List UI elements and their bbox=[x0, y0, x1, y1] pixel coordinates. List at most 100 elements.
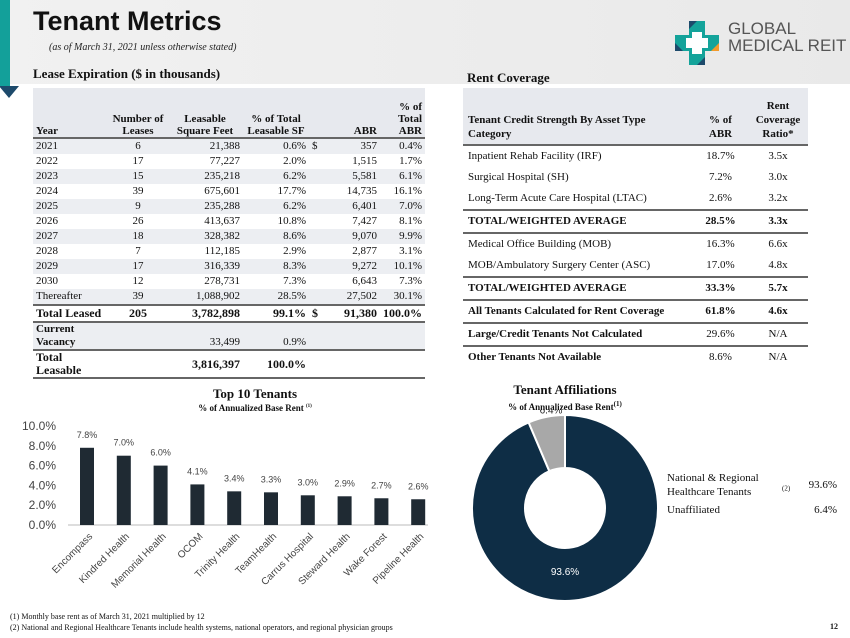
bar bbox=[116, 455, 131, 525]
table-row: 2024 39 675,601 17.7% 14,735 16.1% bbox=[33, 184, 425, 199]
col-category: Tenant Credit Strength By Asset Type Cat… bbox=[463, 88, 693, 145]
table-row: Total Leasable 3,816,397 100.0% bbox=[33, 349, 425, 379]
table-cell bbox=[309, 349, 323, 379]
table-cell: 2,877 bbox=[352, 245, 377, 257]
data-label: 7.8% bbox=[77, 430, 98, 440]
table-cell: 2023 bbox=[33, 169, 109, 184]
table-cell: 6,401 bbox=[323, 199, 380, 214]
table-cell bbox=[323, 322, 380, 350]
table-cell: 316,339 bbox=[167, 259, 243, 274]
table-cell: 5.7x bbox=[748, 276, 808, 301]
footnote-1: (1) Monthly base rent as of March 31, 20… bbox=[10, 612, 205, 621]
table-cell: 99.1% bbox=[243, 304, 309, 323]
table-cell: 7.3% bbox=[399, 275, 422, 287]
table-cell: 39 bbox=[132, 185, 144, 197]
col-leases: Number of Leases bbox=[109, 88, 167, 138]
table-cell: 7.2% bbox=[709, 171, 732, 183]
table-cell: 12 bbox=[132, 275, 144, 287]
table-cell bbox=[309, 214, 323, 229]
table-row: TOTAL/WEIGHTED AVERAGE 28.5% 3.3x bbox=[463, 209, 808, 234]
table-cell: 7.0% bbox=[380, 199, 425, 214]
bar bbox=[153, 465, 168, 525]
rent-section-title: Rent Coverage bbox=[467, 70, 550, 85]
table-cell: 6 bbox=[109, 138, 167, 154]
page-title: Tenant Metrics bbox=[33, 6, 222, 36]
table-cell: 6,643 bbox=[352, 275, 377, 287]
table-cell bbox=[380, 349, 425, 379]
table-cell: 10.8% bbox=[277, 215, 306, 227]
table-cell: 278,731 bbox=[204, 275, 240, 287]
bar bbox=[337, 496, 352, 525]
table-cell: 30.1% bbox=[380, 289, 425, 305]
table-cell bbox=[323, 349, 380, 379]
bar-chart-subtitle: % of Annualized Base Rent (1) bbox=[198, 403, 312, 413]
legend-unaffiliated: Unaffiliated 6.4% bbox=[667, 504, 837, 516]
table-cell: Current Vacancy bbox=[33, 322, 109, 350]
table-cell: Long-Term Acute Care Hospital (LTAC) bbox=[468, 192, 647, 204]
data-label: 2.7% bbox=[371, 480, 392, 490]
table-cell: N/A bbox=[748, 323, 808, 347]
table-cell bbox=[309, 259, 323, 274]
table-cell: MOB/Ambulatory Surgery Center (ASC) bbox=[468, 259, 651, 271]
table-row: 2023 15 235,218 6.2% 5,581 6.1% bbox=[33, 169, 425, 184]
table-cell: 9,070 bbox=[323, 229, 380, 244]
table-cell: 413,637 bbox=[204, 215, 240, 227]
y-tick-label: 4.0% bbox=[29, 478, 57, 492]
table-cell: 2028 bbox=[36, 245, 58, 257]
table-cell: 17 bbox=[109, 259, 167, 274]
donut-slice bbox=[471, 413, 659, 602]
table-cell: 27,502 bbox=[323, 289, 380, 305]
donut-legend: National & Regional Healthcare Tenants (2… bbox=[667, 471, 837, 517]
table-cell: 18.7% bbox=[706, 150, 735, 162]
table-cell bbox=[309, 289, 323, 305]
table-row: Current Vacancy 33,499 0.9% bbox=[33, 322, 425, 350]
table-cell: 112,185 bbox=[204, 245, 240, 257]
y-tick-label: 0.0% bbox=[29, 518, 57, 532]
table-cell: 2027 bbox=[33, 229, 109, 244]
data-label: 3.3% bbox=[261, 474, 282, 484]
bar bbox=[80, 447, 94, 525]
table-cell: 100.0% bbox=[380, 304, 425, 323]
table-cell: 33,499 bbox=[167, 322, 243, 350]
table-cell: 16.1% bbox=[393, 185, 422, 197]
col-pct-sf: % of Total Leasable SF bbox=[243, 88, 309, 138]
table-cell: 1,515 bbox=[352, 155, 377, 167]
table-cell: 3,782,898 bbox=[167, 304, 243, 323]
slice-label: 6.4% bbox=[540, 410, 563, 417]
table-cell: 28.5% bbox=[693, 209, 748, 234]
table-cell: 6.2% bbox=[243, 199, 309, 214]
table-cell: 8.3% bbox=[243, 259, 309, 274]
table-cell: 9 bbox=[109, 199, 167, 214]
lease-section-title: Lease Expiration ($ in thousands) bbox=[33, 66, 221, 81]
table-cell: All Tenants Calculated for Rent Coverage bbox=[463, 300, 693, 324]
table-cell: 9.9% bbox=[380, 229, 425, 244]
table-row: Medical Office Building (MOB) 16.3% 6.6x bbox=[463, 233, 808, 255]
table-cell: 4.8x bbox=[768, 259, 788, 271]
table-cell bbox=[309, 229, 323, 244]
top-tenants-bar-chart: 0.0%2.0%4.0%6.0%8.0%10.0%7.8%Encompass7.… bbox=[22, 419, 428, 591]
table-cell: 2030 bbox=[36, 275, 58, 287]
table-cell: 205 bbox=[109, 304, 167, 323]
table-cell: N/A bbox=[768, 351, 788, 363]
table-cell: 9,272 bbox=[323, 259, 380, 274]
table-row: 2028 7 112,185 2.9% 2,877 3.1% bbox=[33, 244, 425, 259]
y-tick-label: 6.0% bbox=[29, 459, 57, 473]
donut-chart-subtitle: % of Annualized Base Rent(1) bbox=[508, 400, 622, 412]
table-cell bbox=[380, 322, 425, 350]
table-cell: 3,816,397 bbox=[167, 349, 243, 379]
table-cell: 8.6% bbox=[243, 229, 309, 244]
table-cell: 8.6% bbox=[709, 351, 732, 363]
table-cell: 675,601 bbox=[204, 185, 240, 197]
table-cell: 7.3% bbox=[283, 275, 306, 287]
table-cell: 0.9% bbox=[243, 322, 309, 350]
table-cell: 2022 bbox=[36, 155, 58, 167]
bar bbox=[411, 499, 426, 525]
table-row: Thereafter 39 1,088,902 28.5% 27,502 30.1% bbox=[33, 289, 425, 305]
page-number: 12 bbox=[830, 622, 838, 631]
table-cell: Inpatient Rehab Facility (IRF) bbox=[468, 150, 602, 162]
logo-text: GLOBAL MEDICAL REIT bbox=[728, 19, 847, 55]
table-row: 2026 26 413,637 10.8% 7,427 8.1% bbox=[33, 214, 425, 229]
table-cell: 3.3x bbox=[748, 209, 808, 234]
table-cell bbox=[109, 349, 167, 379]
table-cell: 39 bbox=[109, 289, 167, 305]
